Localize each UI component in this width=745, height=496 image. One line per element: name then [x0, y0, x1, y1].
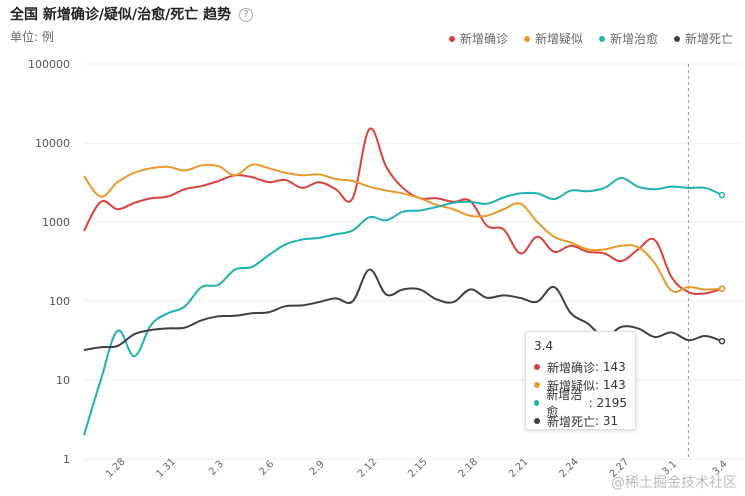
- series-line-3: [83, 268, 723, 351]
- tooltip-label-cured: 新增治愈: [546, 388, 583, 419]
- x-tick-label: 2.3: [207, 459, 226, 478]
- x-tick-label: 2.9: [308, 459, 327, 478]
- tooltip-row-confirmed: 新增确诊: 143: [534, 358, 627, 376]
- legend: 新增确诊 新增疑似 新增治愈 新增死亡: [448, 30, 733, 47]
- x-tick-label: 2.15: [406, 456, 430, 480]
- x-tick-label: 2.12: [356, 456, 380, 480]
- y-tick-label: 1000: [42, 216, 70, 229]
- tooltip-label-suspected: 新增疑似: [547, 378, 596, 393]
- series-line-1: [83, 163, 723, 293]
- tooltip-label-confirmed: 新增确诊: [547, 360, 596, 375]
- tooltip-value-cured: 2195: [596, 396, 627, 410]
- tooltip-value-dead: 31: [602, 414, 619, 428]
- legend-dot-dead: [673, 35, 680, 42]
- y-tick-label: 100000: [28, 58, 70, 71]
- watermark: @稀土掘金技术社区: [611, 475, 737, 491]
- tooltip-row-dead: 新增死亡: 31: [534, 412, 627, 430]
- x-tick-label: 2.21: [507, 456, 531, 480]
- y-axis: 1 10 100 1000 10000 100000: [28, 58, 70, 466]
- series-line-0: [83, 127, 723, 295]
- grid-lines: [84, 63, 742, 460]
- y-tick-label: 10000: [35, 137, 70, 150]
- tooltip-dot-suspected: [534, 382, 540, 388]
- legend-item-cured[interactable]: 新增治愈: [598, 30, 658, 47]
- help-icon[interactable]: ?: [238, 8, 253, 22]
- tooltip-value-suspected: 143: [602, 378, 626, 392]
- x-tick-label: 1.31: [154, 456, 178, 480]
- tooltip-date: 3.4: [534, 339, 554, 353]
- legend-item-dead[interactable]: 新增死亡: [673, 30, 733, 47]
- chart-title: 全国 新增确诊/疑似/治愈/死亡 趋势 ?: [10, 4, 253, 24]
- x-tick-label: 2.18: [457, 456, 481, 480]
- legend-item-confirmed[interactable]: 新增确诊: [448, 30, 508, 47]
- x-tick-label: 2.6: [257, 459, 276, 478]
- tooltip-dot-dead: [534, 418, 540, 424]
- tooltip-value-confirmed: 143: [602, 360, 626, 374]
- series-endpoint-3: [718, 337, 726, 345]
- legend-label-suspected: 新增疑似: [534, 32, 583, 46]
- legend-dot-confirmed: [448, 35, 455, 42]
- tooltip-dot-cured: [534, 400, 540, 406]
- series-lines: [83, 127, 726, 436]
- series-endpoint-2: [718, 191, 726, 199]
- y-tick-label: 1: [63, 453, 70, 466]
- chart-title-text: 全国 新增确诊/疑似/治愈/死亡 趋势: [10, 7, 232, 23]
- tooltip: 3.4 新增确诊: 143 新增疑似: 143 新增治愈: 2195 新增死亡:…: [525, 331, 636, 430]
- series-endpoint-1: [718, 285, 726, 292]
- x-tick-label: 2.24: [557, 456, 581, 480]
- tooltip-row-suspected: 新增疑似: 143: [534, 376, 627, 394]
- legend-dot-suspected: [523, 35, 530, 42]
- legend-item-suspected[interactable]: 新增疑似: [523, 30, 583, 47]
- y-tick-label: 100: [49, 295, 70, 308]
- series-line-2: [83, 177, 723, 436]
- legend-label-cured: 新增治愈: [609, 32, 658, 46]
- unit-label: 单位: 例: [10, 30, 54, 44]
- tooltip-dot-confirmed: [534, 364, 540, 370]
- x-tick-label: 1.28: [104, 456, 128, 480]
- tooltip-label-dead: 新增死亡: [547, 414, 596, 429]
- legend-dot-cured: [598, 35, 605, 42]
- legend-label-dead: 新增死亡: [684, 32, 733, 46]
- legend-label-confirmed: 新增确诊: [459, 32, 508, 46]
- y-tick-label: 10: [56, 374, 70, 387]
- tooltip-row-cured: 新增治愈: 2195: [534, 388, 627, 419]
